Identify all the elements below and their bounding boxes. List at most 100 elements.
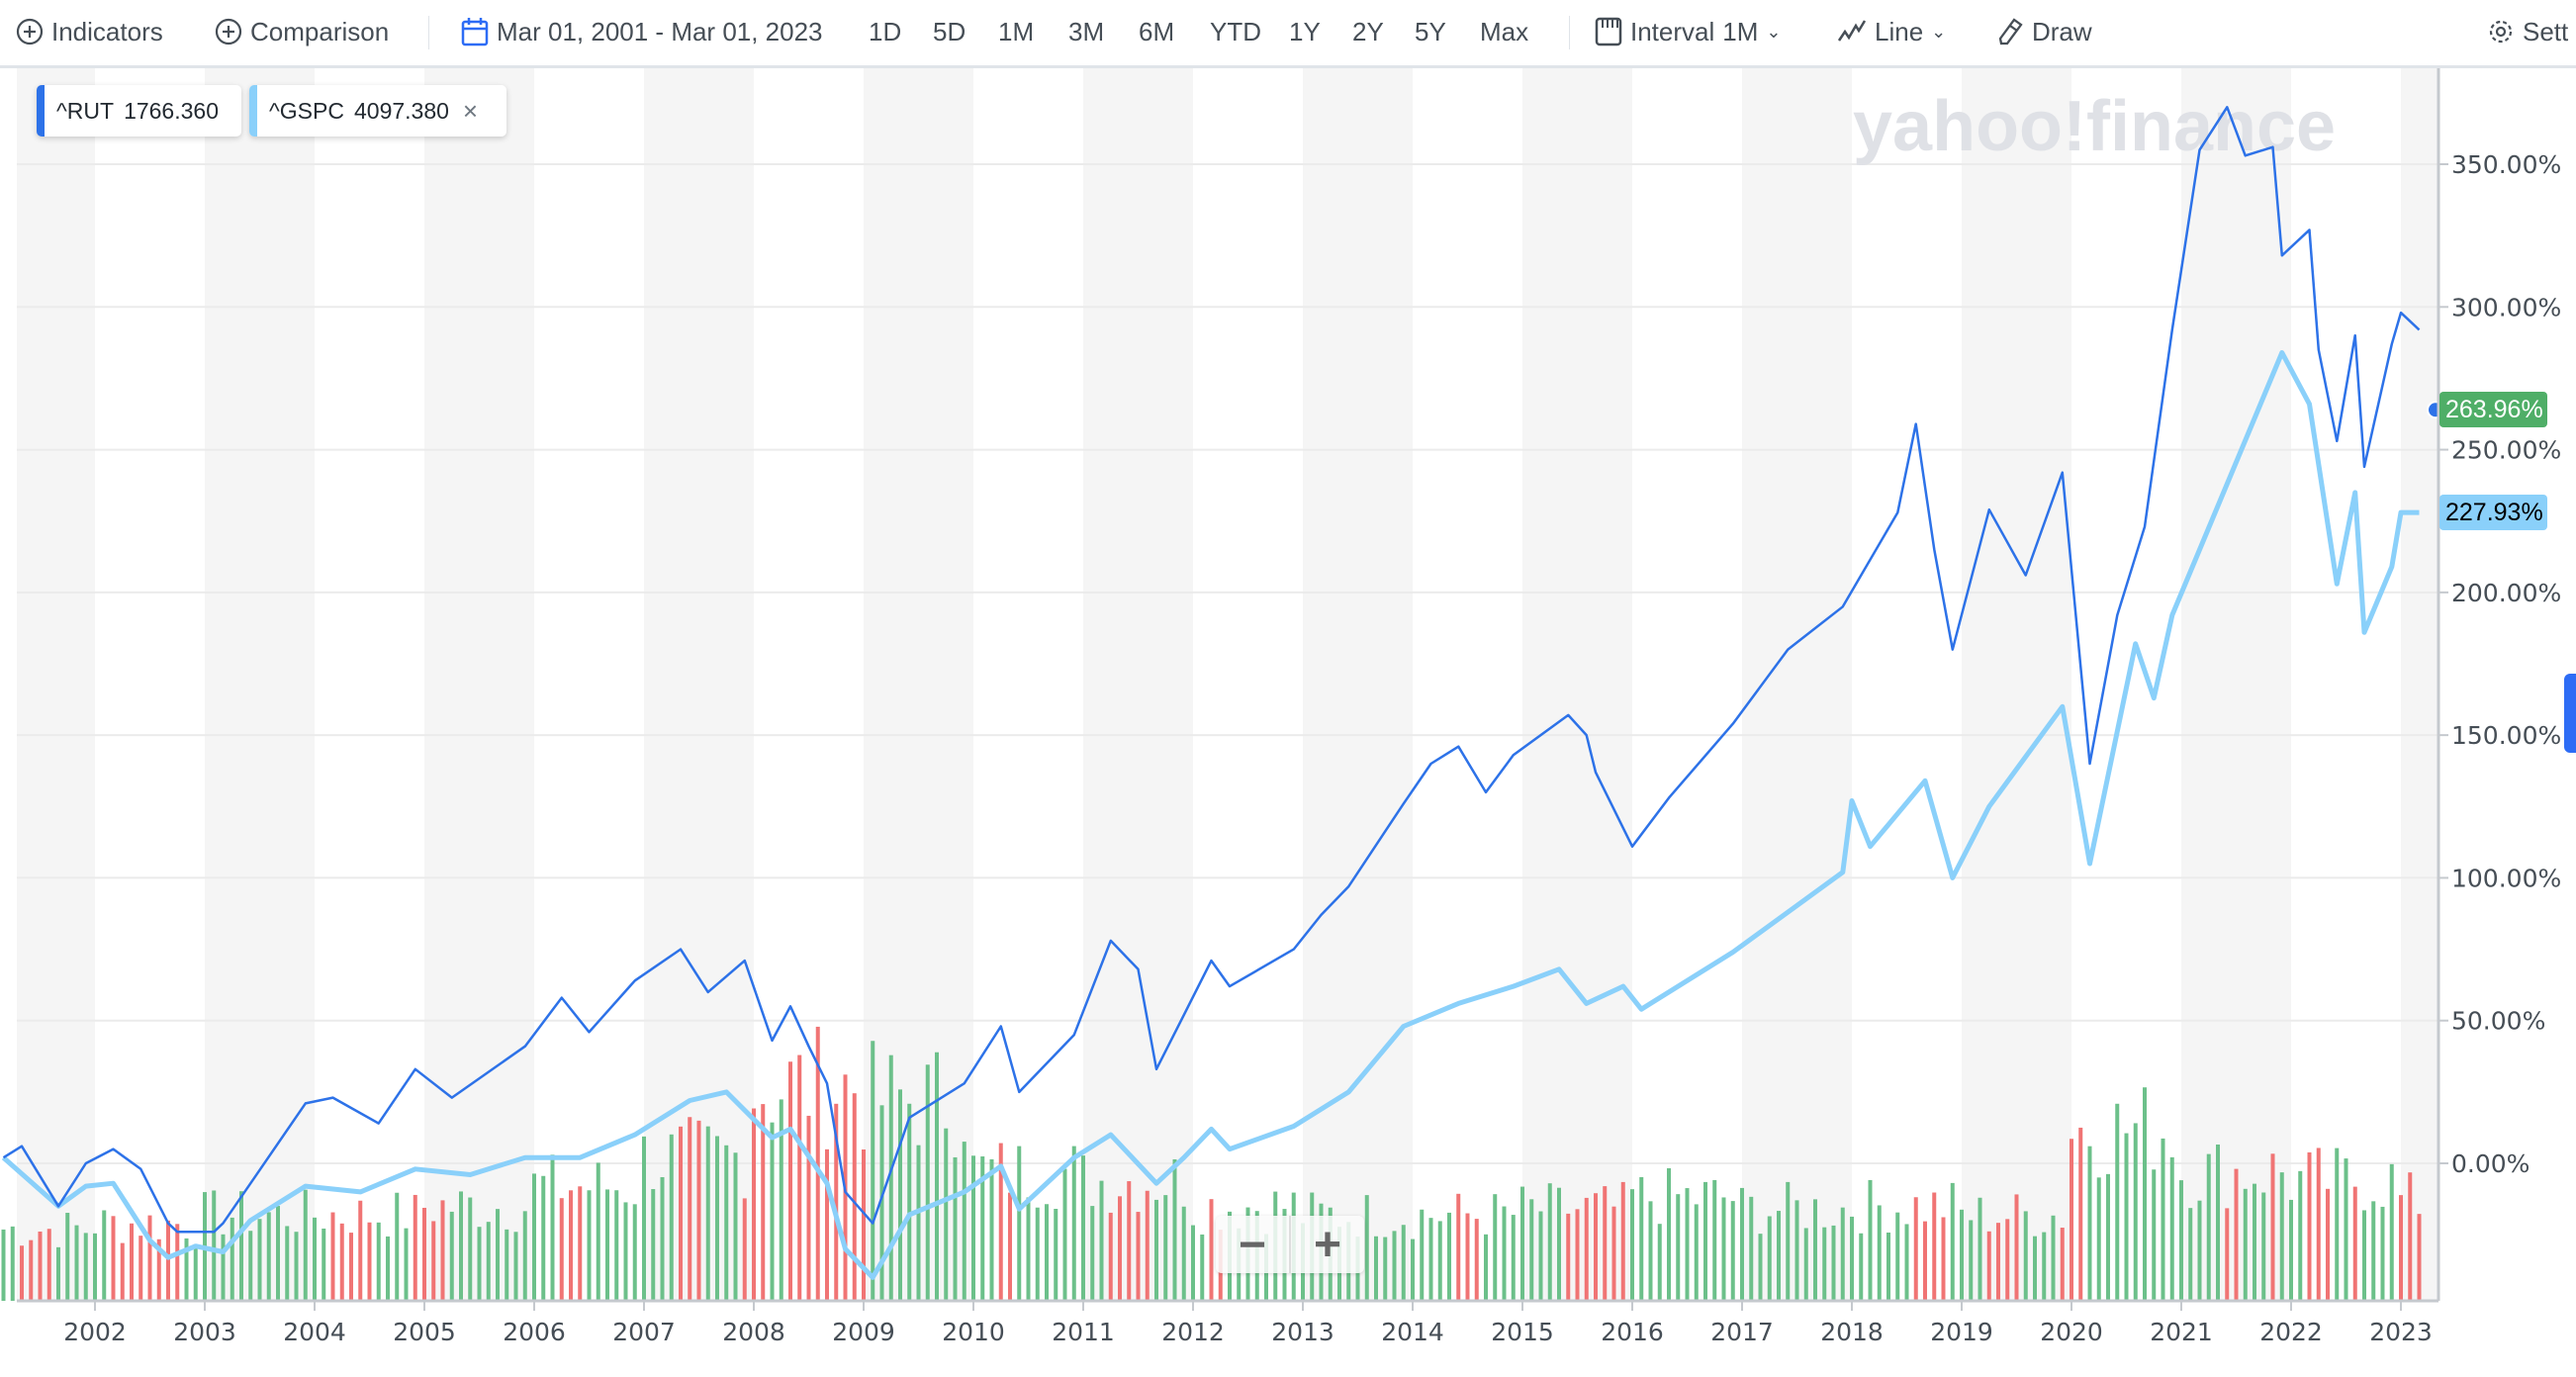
range-2y[interactable]: 2Y: [1352, 14, 1384, 49]
volume-bar: [2152, 1169, 2157, 1301]
volume-bar: [898, 1089, 902, 1301]
range-3m[interactable]: 3M: [1068, 14, 1104, 49]
comparison-chart[interactable]: yahoo!finance 0.00% 50.00% 100.00% 150.00% 2…: [0, 68, 2576, 1377]
volume-bar: [2087, 1146, 2092, 1301]
range-1m[interactable]: 1M: [998, 14, 1034, 49]
volume-bar: [505, 1229, 509, 1301]
zoom-out-button[interactable]: −: [1238, 1218, 1267, 1271]
indicators-button[interactable]: Indicators: [16, 14, 163, 49]
x-tick-label: 2023: [2369, 1318, 2433, 1346]
volume-bar: [1895, 1212, 1900, 1301]
volume-bar: [349, 1233, 353, 1301]
chart-type-dropdown[interactable]: Line ⌄: [1837, 14, 1946, 49]
volume-bar: [1538, 1211, 1543, 1301]
volume-bar: [1529, 1199, 1534, 1301]
volume-bar: [1520, 1186, 1524, 1301]
range-1d[interactable]: 1D: [869, 14, 901, 49]
volume-bar: [38, 1231, 43, 1301]
volume-bar: [2169, 1156, 2174, 1301]
volume-bar: [1099, 1180, 1104, 1301]
year-band: [1522, 68, 1632, 1301]
volume-bar: [339, 1223, 344, 1301]
zoom-in-button[interactable]: +: [1289, 1216, 1364, 1273]
series-color-swatch: [249, 85, 257, 137]
legend-chip-rut[interactable]: ^RUT 1766.360: [37, 85, 241, 137]
range-label: 1Y: [1289, 17, 1321, 46]
volume-bar: [614, 1190, 619, 1301]
date-range-button[interactable]: Mar 01, 2001 - Mar 01, 2023: [461, 14, 823, 49]
volume-bar: [1740, 1187, 1744, 1301]
x-tick-label: 2011: [1052, 1318, 1115, 1346]
volume-bar: [2106, 1173, 2110, 1301]
range-6m[interactable]: 6M: [1139, 14, 1174, 49]
volume-bar: [2326, 1188, 2330, 1301]
volume-bar: [65, 1213, 70, 1301]
volume-bar: [733, 1152, 738, 1301]
volume-bar: [1611, 1206, 1616, 1301]
volume-bar: [2362, 1210, 2366, 1301]
volume-bar: [1136, 1212, 1141, 1301]
range-max[interactable]: Max: [1480, 14, 1528, 49]
volume-bar: [2352, 1186, 2357, 1301]
x-tick-label: 2008: [722, 1318, 785, 1346]
side-panel-tab[interactable]: [2564, 674, 2576, 753]
gspc-last-value-label: 227.93%: [2439, 495, 2547, 530]
close-icon[interactable]: ×: [462, 95, 479, 126]
range-5y[interactable]: 5Y: [1415, 14, 1446, 49]
range-label: Max: [1480, 17, 1529, 46]
volume-bar: [2270, 1153, 2275, 1301]
volume-bar: [879, 1105, 884, 1301]
legend-value: 1766.360: [124, 97, 219, 124]
series-line-gspc: [1, 350, 2420, 1280]
interval-dropdown[interactable]: Interval 1M ⌄: [1595, 14, 1781, 49]
range-ytd[interactable]: YTD: [1210, 14, 1261, 49]
volume-bar: [2115, 1103, 2120, 1301]
volume-bar: [221, 1234, 226, 1301]
volume-bar: [1822, 1227, 1827, 1301]
range-1y[interactable]: 1Y: [1289, 14, 1321, 49]
year-band: [2401, 68, 2438, 1301]
volume-bar: [2078, 1127, 2083, 1301]
volume-bar: [1904, 1224, 1909, 1301]
settings-button[interactable]: Sett: [2487, 14, 2568, 49]
volume-bar: [532, 1173, 536, 1301]
volume-bar: [294, 1232, 299, 1301]
volume-bar: [944, 1128, 949, 1301]
volume-bar: [29, 1239, 34, 1301]
volume-bar: [1813, 1199, 1817, 1301]
volume-bar: [1584, 1197, 1589, 1301]
date-range-label: Mar 01, 2001 - Mar 01, 2023: [497, 17, 823, 46]
comparison-button[interactable]: Comparison: [215, 14, 389, 49]
volume-bar: [688, 1117, 692, 1301]
volume-bar: [1054, 1209, 1058, 1301]
volume-bar: [496, 1209, 500, 1301]
volume-bar: [2161, 1138, 2165, 1301]
volume-bar: [120, 1242, 125, 1301]
volume-bar: [46, 1229, 51, 1301]
volume-bar: [1877, 1205, 1882, 1301]
settings-label: Sett: [2523, 17, 2569, 46]
legend-chip-gspc[interactable]: ^GSPC 4097.380 ×: [249, 85, 506, 137]
volume-bar: [1474, 1219, 1479, 1301]
volume-bar: [248, 1231, 253, 1301]
volume-bar: [1694, 1204, 1699, 1301]
volume-bar: [871, 1041, 875, 1301]
interval-label: Interval: [1630, 17, 1715, 46]
year-band: [205, 68, 315, 1301]
volume-bar: [303, 1189, 308, 1301]
range-label: 5Y: [1415, 17, 1446, 46]
volume-bar: [916, 1145, 921, 1301]
volume-bar: [724, 1145, 729, 1301]
gridlines: [17, 163, 2438, 1164]
x-tick-label: 2018: [1820, 1318, 1884, 1346]
volume-bar: [1850, 1216, 1854, 1301]
x-tick-label: 2019: [1930, 1318, 1993, 1346]
volume-bar: [358, 1200, 363, 1301]
volume-bar: [679, 1126, 683, 1301]
draw-label: Draw: [2032, 17, 2092, 46]
draw-button[interactable]: Draw: [1996, 14, 2092, 49]
volume-bar: [770, 1122, 775, 1301]
volume-bar: [1062, 1168, 1067, 1301]
volume-bar: [1831, 1225, 1836, 1301]
range-5d[interactable]: 5D: [933, 14, 966, 49]
